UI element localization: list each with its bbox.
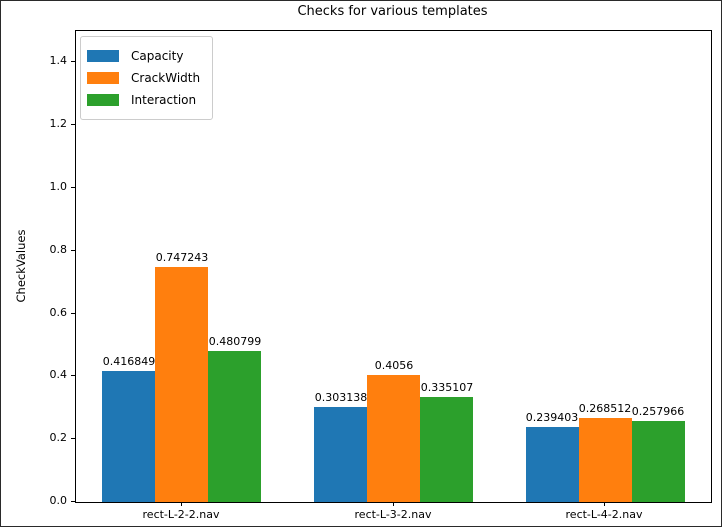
bar-value-label: 0.4056 — [374, 359, 414, 372]
x-tick-label: rect-L-2-2.nav — [142, 508, 220, 521]
bar-interaction-rect-L-4-2.nav — [632, 421, 685, 502]
x-tick-mark — [393, 502, 394, 506]
y-tick-label: 0.6 — [49, 306, 68, 319]
legend-label: Interaction — [131, 93, 197, 107]
x-tick-mark — [181, 502, 182, 506]
bar-value-label: 0.268512 — [578, 402, 632, 415]
y-tick-mark — [71, 501, 75, 502]
y-tick-mark — [71, 250, 75, 251]
y-tick-mark — [71, 313, 75, 314]
y-tick-label: 0.2 — [49, 431, 68, 444]
bar-crackwidth-rect-L-2-2.nav — [155, 267, 208, 502]
legend-item-interaction: Interaction — [87, 90, 200, 110]
legend: Capacity CrackWidth Interaction — [80, 36, 214, 120]
y-tick-mark — [71, 187, 75, 188]
chart-title: Checks for various templates — [297, 4, 488, 19]
y-tick-label: 0.4 — [49, 368, 68, 381]
legend-swatch-crackwidth — [87, 72, 119, 84]
y-tick-mark — [71, 61, 75, 62]
y-tick-label: 1.4 — [49, 54, 68, 67]
y-tick-label: 1.0 — [49, 180, 68, 193]
y-tick-mark — [71, 124, 75, 125]
x-tick-label: rect-L-3-2.nav — [354, 508, 432, 521]
bar-value-label: 0.416849 — [102, 355, 156, 368]
y-tick-mark — [71, 375, 75, 376]
bar-value-label: 0.257966 — [631, 405, 685, 418]
x-tick-label: rect-L-4-2.nav — [565, 508, 643, 521]
bar-capacity-rect-L-2-2.nav — [102, 371, 155, 502]
bar-value-label: 0.747243 — [155, 251, 209, 264]
y-tick-label: 1.2 — [49, 117, 68, 130]
legend-label: CrackWidth — [131, 71, 201, 85]
legend-swatch-capacity — [87, 50, 119, 62]
y-tick-label: 0.0 — [49, 494, 68, 507]
bar-interaction-rect-L-2-2.nav — [208, 351, 261, 502]
legend-item-capacity: Capacity — [87, 46, 200, 66]
bar-value-label: 0.480799 — [208, 335, 262, 348]
bar-value-label: 0.335107 — [420, 381, 474, 394]
y-tick-mark — [71, 438, 75, 439]
y-axis-label: CheckValues — [14, 229, 28, 303]
bar-crackwidth-rect-L-4-2.nav — [579, 418, 632, 502]
x-tick-mark — [604, 502, 605, 506]
bar-crackwidth-rect-L-3-2.nav — [367, 375, 420, 502]
legend-label: Capacity — [131, 49, 184, 63]
y-tick-label: 0.8 — [49, 243, 68, 256]
bar-value-label: 0.239403 — [525, 411, 579, 424]
bar-capacity-rect-L-4-2.nav — [526, 427, 579, 502]
legend-swatch-interaction — [87, 94, 119, 106]
plot-area: 0.416849 0.303138 0.239403 0.747243 0.4056 0.… — [75, 30, 712, 503]
bar-capacity-rect-L-3-2.nav — [314, 407, 367, 502]
bar-interaction-rect-L-3-2.nav — [420, 397, 473, 502]
bar-value-label: 0.303138 — [314, 391, 368, 404]
legend-item-crackwidth: CrackWidth — [87, 68, 200, 88]
